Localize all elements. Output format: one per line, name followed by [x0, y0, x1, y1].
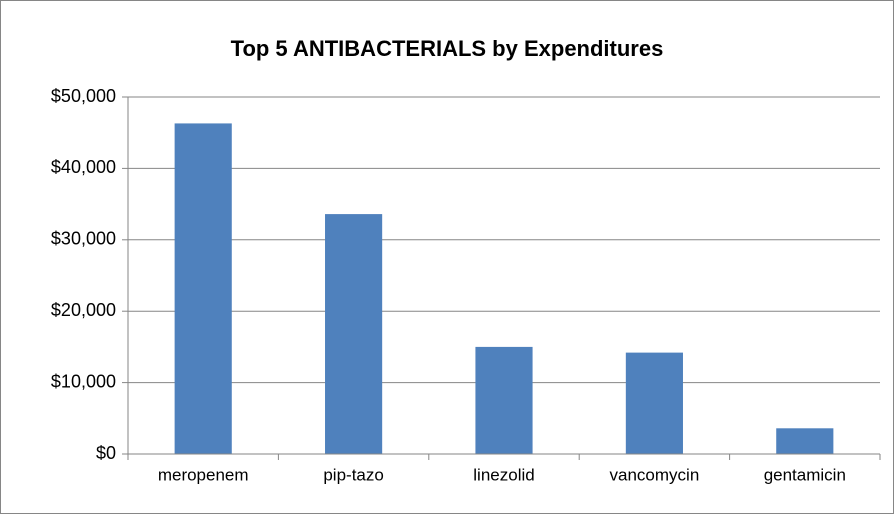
bar — [475, 346, 533, 454]
x-tick-label: linezolid — [473, 465, 534, 484]
y-tick-label: $0 — [96, 443, 116, 463]
y-tick-label: $30,000 — [51, 229, 116, 249]
y-tick-label: $10,000 — [51, 371, 116, 391]
y-tick-label: $50,000 — [51, 86, 116, 106]
x-tick-label: gentamicin — [764, 465, 846, 484]
bar — [776, 428, 834, 454]
x-tick-label: vancomycin — [610, 465, 700, 484]
bar — [174, 123, 232, 454]
x-tick-label: meropenem — [158, 465, 249, 484]
y-tick-label: $40,000 — [51, 157, 116, 177]
chart-title: Top 5 ANTIBACTERIALS by Expenditures — [231, 36, 664, 61]
y-tick-label: $20,000 — [51, 300, 116, 320]
bar — [325, 214, 383, 454]
x-tick-label: pip-tazo — [323, 465, 383, 484]
bar — [625, 352, 683, 454]
